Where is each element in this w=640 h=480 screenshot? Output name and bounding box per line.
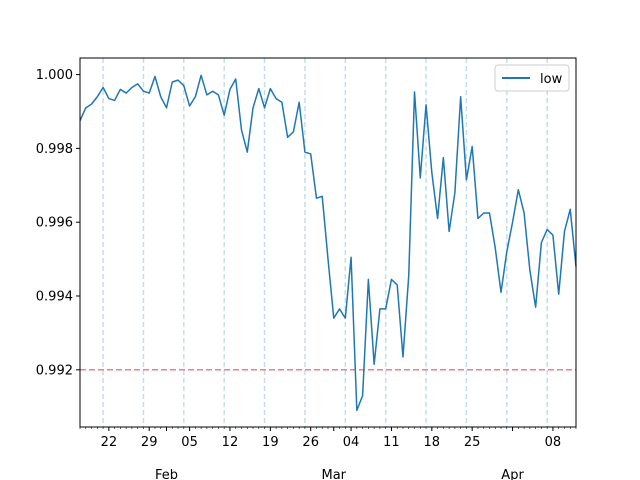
x-week-label-1: 29 [141, 435, 158, 450]
y-tick-label-3: 0.998 [36, 142, 73, 157]
x-week-label-2: 05 [181, 435, 198, 450]
x-month-label-2: Apr [501, 468, 524, 480]
y-tick-label-2: 0.996 [36, 216, 73, 231]
x-week-label-8: 18 [424, 435, 441, 450]
x-week-label-10: 08 [545, 435, 562, 450]
x-week-label-7: 11 [383, 435, 400, 450]
x-week-label-5: 26 [302, 435, 319, 450]
y-tick-label-1: 0.994 [36, 290, 73, 305]
x-week-label-0: 22 [101, 435, 118, 450]
weekly-vertical-lines [102, 58, 548, 427]
x-month-label-1: Mar [322, 468, 347, 480]
y-tick-label-0: 0.992 [36, 363, 73, 378]
x-week-label-3: 12 [222, 435, 239, 450]
x-axis: 22 29 05 12 19 26 04 11 18 25 08 Feb Mar Apr [79, 427, 577, 480]
x-month-label-0: Feb [155, 468, 178, 480]
legend-label-low: low [540, 72, 563, 87]
series-group [79, 74, 577, 412]
series-line-low [79, 74, 577, 412]
y-axis: 0.992 0.994 0.996 0.998 1.000 [36, 68, 80, 378]
x-week-label-6: 04 [343, 435, 360, 450]
x-week-label-9: 25 [464, 435, 481, 450]
legend: low [494, 64, 570, 92]
y-tick-label-4: 1.000 [36, 68, 73, 83]
legend-box [494, 64, 570, 92]
x-week-label-4: 19 [262, 435, 279, 450]
